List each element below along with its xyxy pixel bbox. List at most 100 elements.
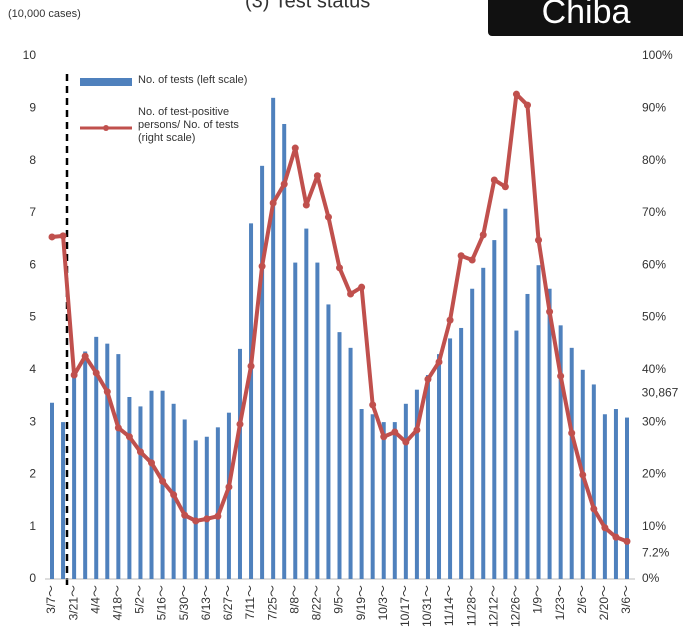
bar — [514, 330, 519, 579]
point — [181, 511, 189, 519]
legend-bar: No. of tests (left scale) — [138, 74, 248, 86]
bar — [215, 427, 220, 579]
point — [70, 371, 78, 379]
bar — [315, 262, 320, 579]
unit-label: (10,000 cases) — [8, 8, 81, 20]
point — [225, 483, 233, 491]
x-tick-label: 4/4～ — [88, 585, 102, 614]
y-tick-label: 2 — [29, 467, 36, 481]
bar — [492, 240, 497, 579]
x-tick-label: 7/11～ — [243, 585, 257, 619]
bar — [83, 351, 88, 579]
y2-tick-label: 20% — [642, 467, 666, 481]
point — [280, 180, 288, 188]
x-tick-label: 4/18～ — [111, 585, 125, 620]
bar — [72, 377, 77, 579]
y-tick-label: 1 — [29, 519, 36, 533]
x-tick-label: 5/2～ — [133, 585, 147, 614]
bar — [536, 265, 541, 579]
point — [313, 172, 321, 180]
point — [568, 429, 576, 437]
point — [413, 426, 421, 434]
point — [612, 533, 620, 541]
y2-tick-label: 30% — [642, 414, 666, 428]
bar — [448, 338, 453, 579]
bar — [459, 327, 464, 579]
x-tick-label: 11/28～ — [464, 585, 478, 626]
point — [380, 433, 388, 441]
point — [479, 231, 487, 239]
data-label: 7.2% — [642, 546, 670, 560]
bar — [591, 384, 596, 579]
bar — [470, 288, 475, 579]
bar — [326, 304, 331, 579]
bar — [392, 422, 397, 579]
point — [535, 236, 543, 244]
bar — [602, 414, 607, 579]
bar — [182, 419, 187, 579]
x-tick-label: 12/26～ — [509, 585, 523, 627]
bar — [348, 347, 353, 579]
bar — [437, 354, 442, 579]
y2-tick-label: 100% — [642, 48, 673, 62]
y-tick-label: 10 — [23, 48, 37, 62]
point — [247, 362, 255, 370]
point — [457, 252, 465, 260]
legend-swatch — [80, 78, 132, 86]
bar — [359, 409, 364, 579]
point — [291, 144, 299, 152]
x-tick-label: 7/25～ — [265, 585, 279, 620]
bar — [625, 417, 629, 579]
point — [148, 459, 156, 467]
bar — [293, 262, 298, 579]
y2-tick-label: 40% — [642, 362, 666, 376]
y-tick-label: 7 — [29, 205, 36, 219]
point — [92, 369, 100, 377]
region-label: Chiba — [542, 0, 631, 31]
bar — [138, 406, 143, 579]
bar — [481, 267, 486, 579]
x-tick-label: 9/5～ — [332, 585, 346, 614]
bar — [160, 390, 165, 579]
bar — [370, 414, 375, 579]
legend-line: No. of test-positive persons/ No. of tes… — [138, 106, 239, 144]
bar — [613, 409, 618, 579]
x-tick-label: 12/12～ — [486, 585, 500, 627]
bar — [105, 343, 110, 579]
point — [369, 401, 377, 409]
bar — [50, 402, 54, 579]
bar — [226, 412, 231, 579]
point — [125, 433, 133, 441]
point — [512, 90, 520, 98]
x-tick-label: 1/23～ — [553, 585, 567, 620]
point — [59, 232, 67, 240]
bar — [271, 97, 276, 579]
bar — [414, 389, 419, 579]
point — [336, 264, 343, 272]
x-tick-label: 2/20～ — [597, 585, 611, 620]
point — [302, 201, 310, 209]
y2-tick-label: 70% — [642, 205, 666, 219]
bar — [193, 440, 198, 579]
point — [579, 471, 587, 479]
y2-tick-label: 80% — [642, 153, 666, 167]
y-tick-label: 9 — [29, 100, 36, 114]
point — [402, 438, 410, 446]
x-tick-label: 6/13～ — [199, 585, 213, 620]
bar — [425, 375, 430, 579]
bar — [547, 288, 552, 579]
y-tick-label: 6 — [29, 257, 36, 271]
point — [435, 358, 443, 366]
x-tick-label: 10/3～ — [376, 585, 390, 620]
y-tick-label: 0 — [29, 571, 36, 585]
x-tick-label: 8/8～ — [287, 585, 301, 614]
x-tick-label: 11/14～ — [442, 585, 456, 626]
point — [103, 388, 111, 396]
point — [48, 233, 56, 241]
y2-tick-label: 90% — [642, 100, 666, 114]
point — [546, 308, 554, 316]
y2-tick-label: 50% — [642, 310, 666, 324]
bar — [116, 354, 121, 579]
